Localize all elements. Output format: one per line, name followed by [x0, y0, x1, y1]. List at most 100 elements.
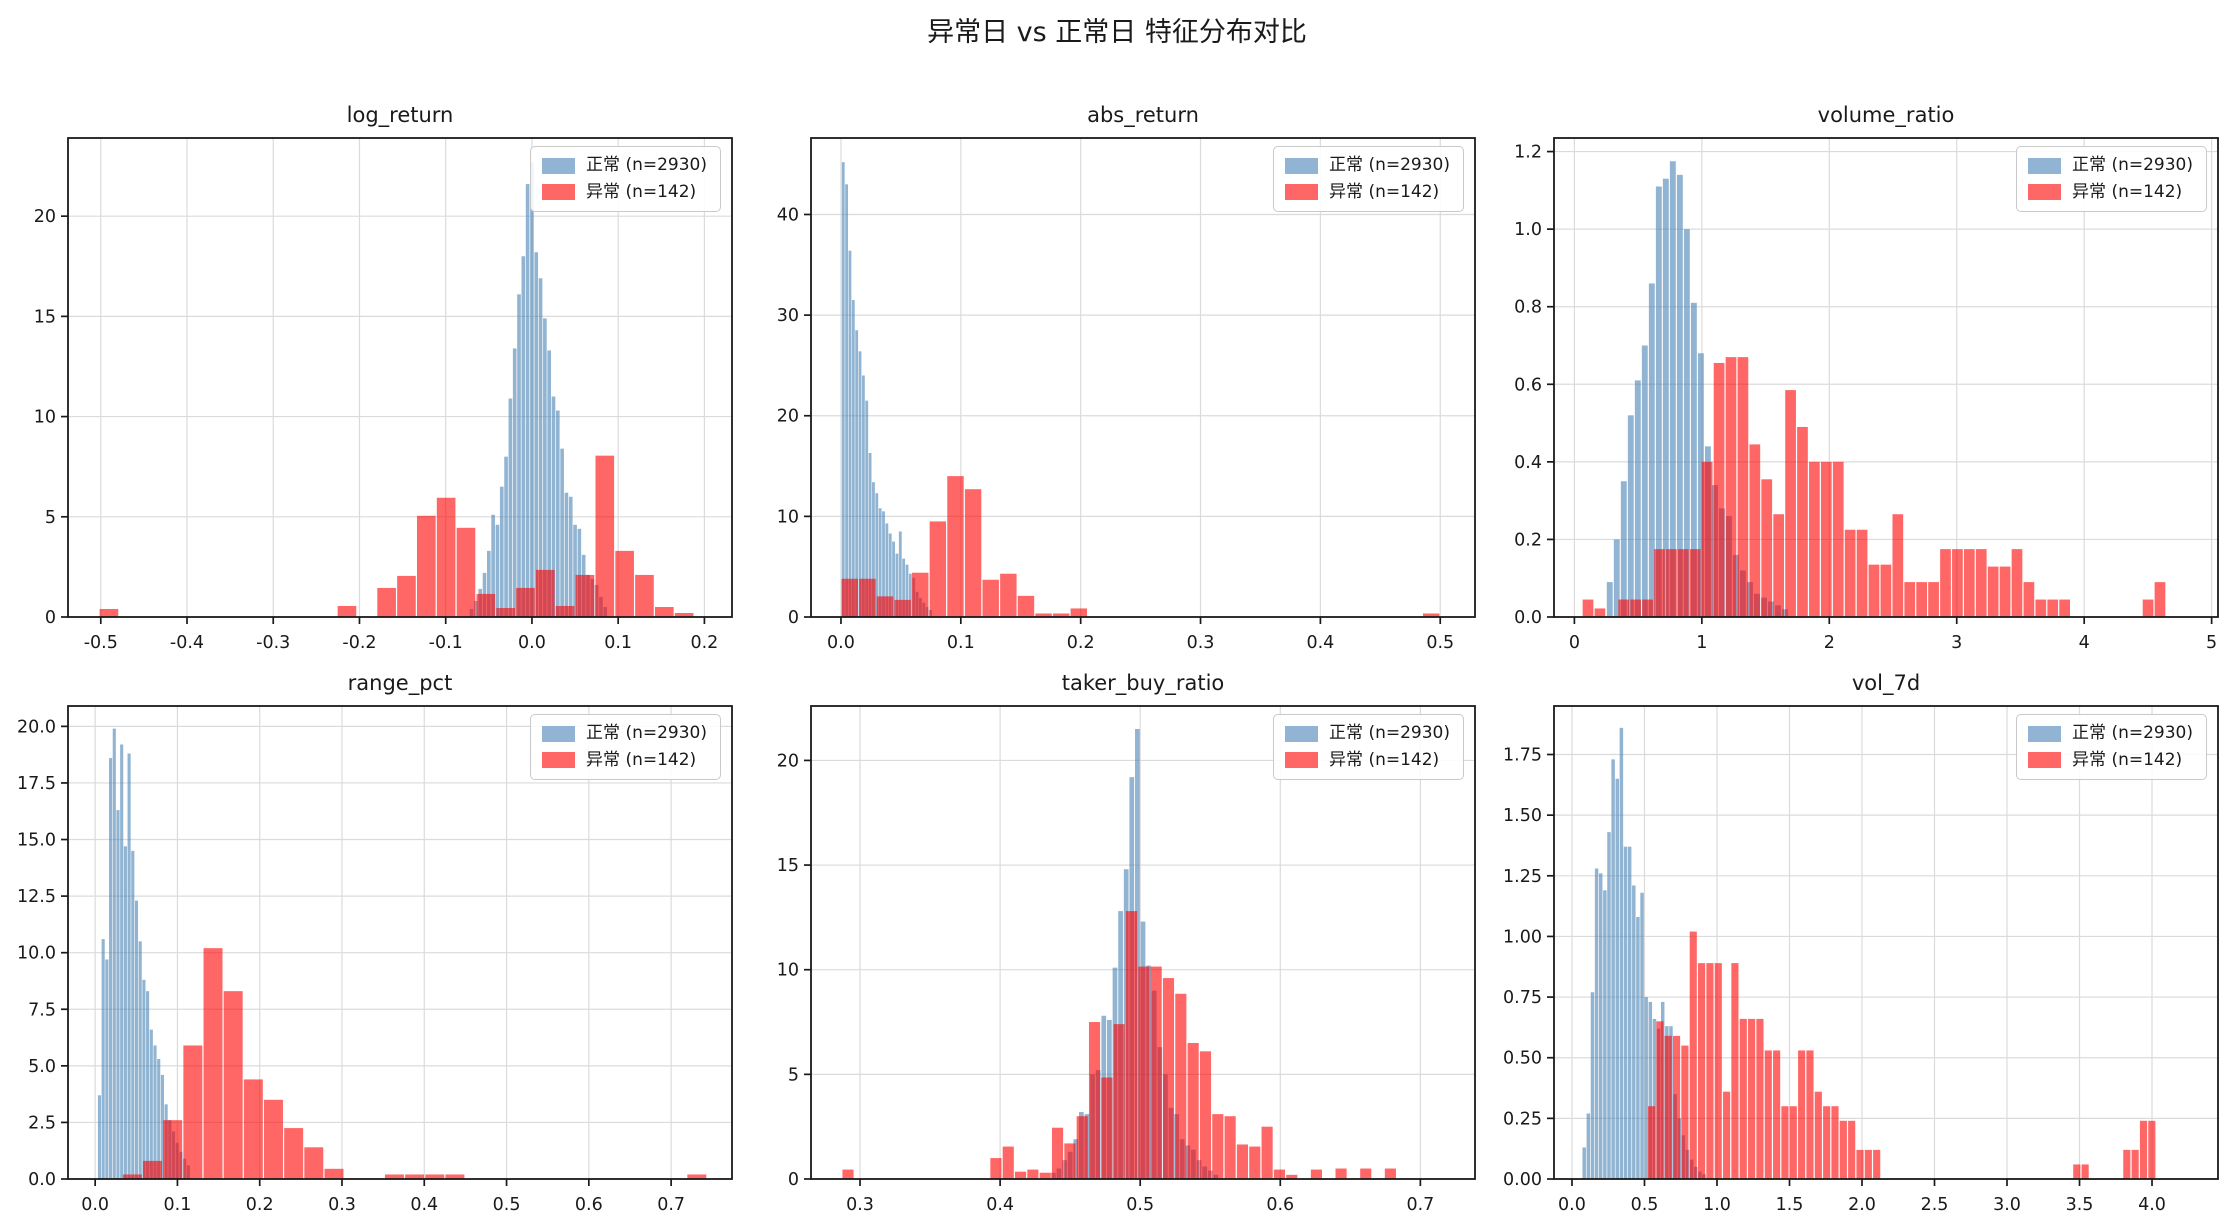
subplot-title-abs-return: abs_return	[1087, 103, 1199, 127]
svg-text:0.00: 0.00	[1503, 1170, 1542, 1190]
svg-text:0.2: 0.2	[690, 633, 718, 653]
legend-swatch-abnormal	[542, 752, 576, 769]
svg-text:15.0: 15.0	[17, 831, 56, 851]
legend-taker-buy-ratio: 正常 (n=2930) 异常 (n=142)	[1273, 714, 1464, 781]
svg-text:0.8: 0.8	[1514, 298, 1542, 318]
svg-text:30: 30	[777, 306, 799, 326]
svg-text:0.0: 0.0	[81, 1195, 109, 1215]
svg-text:1.0: 1.0	[1514, 220, 1542, 240]
legend-item-abnormal: 异常 (n=142)	[542, 182, 707, 203]
legend-item-abnormal: 异常 (n=142)	[1285, 749, 1450, 771]
legend-swatch-abnormal	[1285, 184, 1319, 201]
svg-text:0: 0	[1569, 633, 1580, 653]
svg-text:20: 20	[777, 407, 799, 427]
svg-text:20.0: 20.0	[17, 717, 56, 737]
svg-text:0.6: 0.6	[1514, 375, 1542, 395]
svg-text:0.0: 0.0	[1558, 1195, 1586, 1215]
legend-label-normal: 正常 (n=2930)	[2072, 723, 2193, 743]
subplot-title-volume-ratio: volume_ratio	[1817, 103, 1955, 127]
legend-swatch-abnormal	[1285, 752, 1319, 769]
svg-text:0.0: 0.0	[518, 633, 546, 653]
svg-text:1: 1	[1696, 633, 1707, 653]
svg-text:20: 20	[34, 207, 56, 227]
subplot-title-range-pct: range_pct	[347, 671, 453, 695]
legend-log-return: 正常 (n=2930) 异常 (n=142)	[530, 146, 721, 213]
svg-text:1.0: 1.0	[1703, 1195, 1731, 1215]
svg-text:0: 0	[788, 1170, 799, 1190]
legend-swatch-normal	[2028, 157, 2062, 174]
svg-text:-0.4: -0.4	[170, 633, 204, 653]
legend-label-normal: 正常 (n=2930)	[586, 723, 707, 743]
svg-text:1.5: 1.5	[1776, 1195, 1804, 1215]
svg-text:40: 40	[777, 205, 799, 225]
svg-text:3.5: 3.5	[2066, 1195, 2094, 1215]
legend-item-abnormal: 异常 (n=142)	[2028, 749, 2193, 771]
svg-text:1.50: 1.50	[1503, 806, 1542, 826]
svg-text:0.6: 0.6	[575, 1195, 603, 1215]
legend-item-abnormal: 异常 (n=142)	[1285, 181, 1450, 203]
svg-text:10.0: 10.0	[17, 944, 56, 964]
svg-text:0.4: 0.4	[986, 1195, 1014, 1215]
legend-label-abnormal: 异常 (n=142)	[586, 749, 697, 770]
svg-text:2: 2	[1824, 633, 1835, 653]
svg-text:5: 5	[788, 1065, 799, 1085]
svg-text:0.3: 0.3	[846, 1195, 874, 1215]
svg-text:0.1: 0.1	[164, 1195, 192, 1215]
svg-text:1.2: 1.2	[1514, 143, 1542, 163]
legend-label-normal: 正常 (n=2930)	[1329, 155, 1450, 175]
legend-label-normal: 正常 (n=2930)	[586, 155, 707, 175]
svg-text:0.4: 0.4	[1306, 633, 1334, 653]
svg-text:5.0: 5.0	[28, 1057, 56, 1077]
svg-text:1.25: 1.25	[1503, 867, 1542, 887]
legend-item-normal: 正常 (n=2930)	[542, 723, 707, 744]
legend-label-abnormal: 异常 (n=142)	[1329, 181, 1440, 202]
legend-label-abnormal: 异常 (n=142)	[2072, 181, 2183, 202]
svg-text:0: 0	[45, 608, 56, 628]
legend-swatch-normal	[542, 725, 576, 742]
svg-text:0.25: 0.25	[1503, 1109, 1542, 1129]
legend-label-abnormal: 异常 (n=142)	[2072, 749, 2183, 770]
svg-text:0.6: 0.6	[1266, 1195, 1294, 1215]
svg-text:0.2: 0.2	[1514, 530, 1542, 550]
svg-text:20: 20	[777, 751, 799, 771]
svg-text:0.5: 0.5	[1126, 1195, 1154, 1215]
legend-item-normal: 正常 (n=2930)	[2028, 155, 2193, 176]
legend-vol-7d: 正常 (n=2930) 异常 (n=142)	[2016, 714, 2207, 781]
legend-item-abnormal: 异常 (n=142)	[542, 749, 707, 771]
svg-text:0.7: 0.7	[1406, 1195, 1434, 1215]
legend-item-normal: 正常 (n=2930)	[1285, 155, 1450, 176]
legend-swatch-normal	[2028, 725, 2062, 742]
legend-label-normal: 正常 (n=2930)	[1329, 723, 1450, 743]
svg-text:0.5: 0.5	[1426, 633, 1454, 653]
legend-label-abnormal: 异常 (n=142)	[1329, 749, 1440, 770]
svg-text:7.5: 7.5	[28, 1000, 56, 1020]
svg-text:0.3: 0.3	[328, 1195, 356, 1215]
svg-text:5: 5	[45, 508, 56, 528]
svg-text:-0.5: -0.5	[84, 633, 118, 653]
svg-text:0.1: 0.1	[947, 633, 975, 653]
svg-text:15: 15	[34, 307, 56, 327]
subplot-title-log-return: log_return	[346, 103, 454, 127]
svg-text:2.5: 2.5	[28, 1113, 56, 1133]
svg-text:-0.2: -0.2	[342, 633, 376, 653]
svg-text:0.4: 0.4	[410, 1195, 438, 1215]
svg-text:0.0: 0.0	[827, 633, 855, 653]
svg-text:-0.3: -0.3	[256, 633, 290, 653]
svg-text:0.2: 0.2	[1067, 633, 1095, 653]
legend-abs-return: 正常 (n=2930) 异常 (n=142)	[1273, 146, 1464, 213]
svg-text:5: 5	[2206, 633, 2217, 653]
svg-text:1.00: 1.00	[1503, 927, 1542, 947]
subplot-title-taker-buy-ratio: taker_buy_ratio	[1061, 671, 1225, 695]
legend-swatch-normal	[1285, 157, 1319, 174]
svg-text:0.0: 0.0	[28, 1170, 56, 1190]
legend-swatch-abnormal	[2028, 184, 2062, 201]
svg-text:0.5: 0.5	[1631, 1195, 1659, 1215]
svg-text:0.3: 0.3	[1187, 633, 1215, 653]
figure-title: 异常日 vs 正常日 特征分布对比	[927, 17, 1307, 48]
svg-text:15: 15	[777, 856, 799, 876]
svg-text:3.0: 3.0	[1993, 1195, 2021, 1215]
svg-text:0: 0	[788, 608, 799, 628]
svg-text:0.75: 0.75	[1503, 988, 1542, 1008]
svg-text:12.5: 12.5	[17, 887, 56, 907]
